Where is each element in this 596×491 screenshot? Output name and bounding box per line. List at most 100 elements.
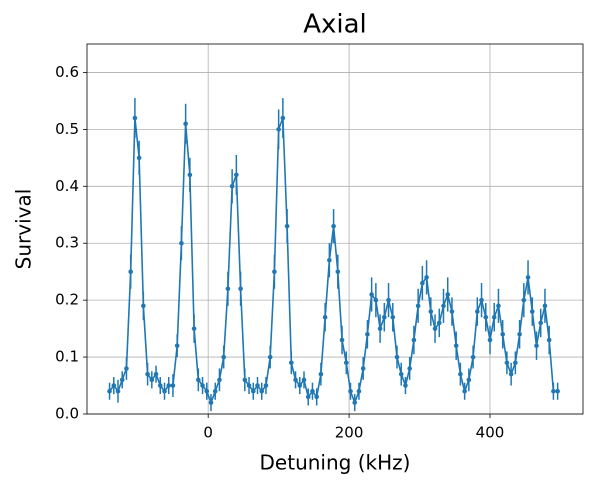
data-point: [432, 326, 438, 331]
data-point: [145, 371, 150, 377]
data-point: [521, 297, 527, 303]
data-point: [470, 354, 476, 360]
data-point: [411, 337, 417, 343]
data-point: [301, 377, 307, 383]
data-point: [284, 223, 290, 229]
data-point: [204, 388, 210, 394]
data-point: [479, 297, 484, 303]
data-point: [170, 383, 176, 388]
data-point: [504, 360, 510, 366]
data-point: [525, 275, 531, 280]
data-point: [196, 377, 201, 383]
data-point: [428, 309, 434, 314]
data-point: [542, 303, 548, 309]
data-point: [348, 388, 353, 394]
data-point: [449, 309, 455, 314]
data-point: [373, 297, 379, 303]
x-axis-label: Detuning (kHz): [260, 451, 411, 475]
data-point: [398, 371, 404, 377]
chart-title: Axial: [303, 10, 367, 40]
data-point: [200, 383, 205, 388]
data-point: [394, 354, 400, 360]
data-point: [107, 388, 112, 394]
data-point: [546, 337, 552, 343]
data-point: [458, 371, 463, 377]
data-point: [407, 366, 412, 371]
data-point: [386, 297, 391, 303]
x-tick-label: 0: [203, 424, 213, 442]
data-point: [445, 292, 451, 297]
data-point: [551, 388, 556, 394]
data-point: [466, 377, 472, 383]
data-point: [242, 377, 248, 383]
data-point: [534, 343, 539, 348]
data-point: [297, 383, 303, 388]
data-point: [555, 388, 560, 394]
data-point: [115, 388, 121, 394]
data-point: [441, 303, 446, 309]
data-point: [149, 377, 155, 383]
data-point: [255, 383, 260, 388]
y-axis-label: Survival: [12, 189, 36, 270]
data-point: [314, 394, 319, 400]
data-point: [132, 115, 138, 121]
data-point: [238, 286, 243, 292]
data-line: [108, 117, 558, 405]
y-tick-label: 0.2: [55, 291, 79, 309]
x-tick-label: 200: [335, 424, 364, 442]
data-point: [128, 269, 133, 274]
data-point: [487, 337, 493, 343]
data-point: [403, 383, 408, 388]
data-point: [310, 388, 315, 394]
data-point: [174, 343, 180, 348]
data-point: [289, 360, 294, 366]
y-tick-label: 0.3: [55, 234, 79, 252]
data-point: [322, 314, 328, 320]
data-point: [369, 292, 374, 297]
data-point: [229, 184, 235, 189]
data-point: [331, 223, 336, 229]
data-point: [496, 303, 501, 309]
data-point: [124, 366, 129, 371]
data-point: [436, 320, 442, 326]
data-point: [365, 332, 370, 337]
data-point: [538, 320, 544, 326]
data-point: [462, 388, 467, 394]
data-point: [390, 314, 396, 320]
data-point: [119, 377, 125, 383]
data-point: [483, 314, 489, 320]
data-point: [453, 343, 459, 348]
data-point: [141, 303, 146, 309]
data-point: [221, 354, 226, 360]
data-point: [267, 354, 273, 360]
data-point: [187, 172, 193, 178]
data-point: [305, 394, 311, 400]
data-point: [280, 115, 286, 121]
plot-frame: [86, 43, 584, 415]
data-point: [335, 269, 341, 274]
data-point: [327, 258, 332, 263]
data-point: [217, 377, 222, 383]
y-tick-label: 0.0: [55, 405, 79, 423]
data-point: [360, 366, 366, 371]
x-tick-label: 400: [476, 424, 505, 442]
data-point: [179, 240, 184, 246]
data-point: [424, 275, 429, 280]
data-point: [153, 371, 159, 377]
data-point: [259, 388, 265, 394]
data-point: [377, 326, 383, 331]
data-point: [276, 127, 281, 132]
data-point: [339, 337, 345, 343]
y-tick-label: 0.5: [55, 120, 79, 138]
data-point: [500, 332, 505, 337]
data-point: [352, 400, 358, 405]
data-point: [513, 360, 518, 366]
data-point: [475, 309, 480, 314]
y-tick-label: 0.6: [55, 63, 79, 81]
data-point: [508, 371, 514, 377]
y-tick-label: 0.1: [55, 348, 79, 366]
data-point: [157, 383, 163, 388]
data-point: [263, 383, 269, 388]
data-point: [166, 383, 172, 388]
